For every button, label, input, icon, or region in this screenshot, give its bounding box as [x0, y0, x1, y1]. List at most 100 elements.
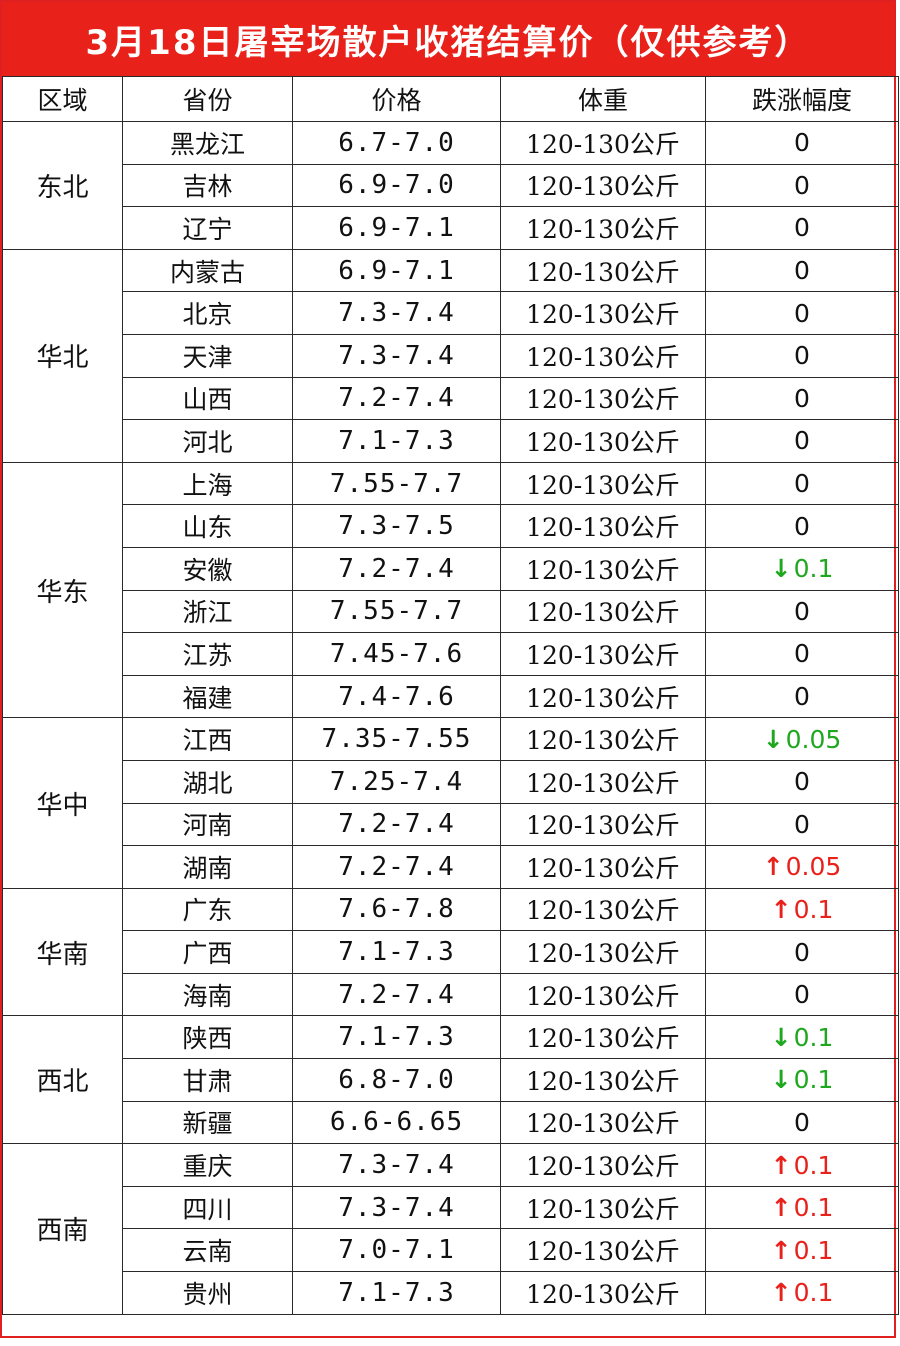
change-value: 0.1: [793, 1278, 834, 1308]
province-cell: 辽宁: [122, 206, 293, 250]
table-row: 西南 重庆 7.3-7.4 120-130公斤 ↑0.1: [2, 1143, 899, 1315]
table-body: 东北 黑龙江 6.7-7.0 120-130公斤 0 吉林 6.9-7.0 120-130公斤…: [2, 121, 899, 1315]
weight-cell: 120-130公斤: [500, 674, 706, 719]
change-cell: ↑0.1: [705, 1228, 899, 1273]
change-cell: ↑0.05: [705, 845, 899, 889]
price-cell: 7.3-7.4: [292, 291, 501, 335]
change-value: 0.05: [785, 852, 842, 882]
province-cell: 河北: [122, 419, 293, 463]
page-title: 3月18日屠宰场散户收猪结算价（仅供参考）: [2, 2, 894, 76]
change-cell: 0: [705, 632, 899, 676]
price-cell: 7.3-7.4: [292, 1143, 501, 1187]
weight-cell: 120-130公斤: [500, 930, 706, 974]
change-cell: 0: [705, 504, 899, 548]
change-value: 0: [794, 341, 810, 371]
weight-cell: 120-130公斤: [500, 504, 706, 548]
weight-cell: 120-130公斤: [500, 1143, 706, 1187]
change-cell: 0: [705, 248, 899, 293]
province-cell: 四川: [122, 1185, 293, 1230]
province-cell: 江苏: [122, 632, 293, 676]
table-row: 江苏 7.45-7.6 120-130公斤 0: [3, 632, 899, 676]
price-cell: 6.9-7.1: [292, 248, 501, 293]
province-cell: 广西: [122, 930, 293, 974]
change-cell: 0: [705, 972, 899, 1017]
province-cell: 黑龙江: [122, 121, 293, 165]
region-cell: 西南: [2, 1143, 123, 1315]
weight-cell: 120-130公斤: [500, 546, 706, 591]
change-cell: 0: [705, 930, 899, 974]
change-value: 0: [794, 469, 810, 499]
price-cell: 7.25-7.4: [292, 759, 501, 804]
table-row: 海南 7.2-7.4 120-130公斤 0: [3, 972, 899, 1017]
price-cell: 7.3-7.4: [292, 333, 501, 378]
weight-cell: 120-130公斤: [500, 972, 706, 1017]
weight-cell: 120-130公斤: [500, 759, 706, 804]
province-cell: 河南: [122, 802, 293, 847]
weight-cell: 120-130公斤: [500, 206, 706, 250]
province-cell: 内蒙古: [122, 248, 293, 293]
region-cell: 华东: [2, 461, 123, 719]
weight-cell: 120-130公斤: [500, 248, 706, 293]
table-row: 河南 7.2-7.4 120-130公斤 0: [3, 802, 899, 847]
region-cell: 华中: [2, 717, 123, 889]
table-row: 四川 7.3-7.4 120-130公斤 ↑0.1: [3, 1185, 899, 1230]
price-cell: 6.7-7.0: [292, 121, 501, 165]
change-cell: 0: [705, 419, 899, 463]
price-cell: 6.9-7.1: [292, 206, 501, 250]
table-row: 贵州 7.1-7.3 120-130公斤 ↑0.1: [3, 1271, 899, 1315]
change-cell: 0: [705, 1100, 899, 1145]
price-table: 区域 省份 价格 体重 跌涨幅度 东北 黑龙江 6.7-7.0 120-130公斤 0 吉…: [2, 76, 899, 1315]
change-cell: 0: [705, 674, 899, 719]
weight-cell: 120-130公斤: [500, 121, 706, 165]
change-value: 0: [794, 170, 810, 200]
table-row: 华中 江西 7.35-7.55 120-130公斤 ↓0.05: [2, 717, 899, 889]
weight-cell: 120-130公斤: [500, 802, 706, 847]
weight-cell: 120-130公斤: [500, 291, 706, 335]
change-cell: ↑0.1: [705, 1271, 899, 1315]
arrow-up-icon: ↑: [770, 1193, 792, 1223]
table-row: 云南 7.0-7.1 120-130公斤 ↑0.1: [3, 1228, 899, 1273]
change-value: 0.1: [793, 554, 834, 584]
change-value: 0.05: [785, 724, 842, 754]
price-cell: 6.6-6.65: [292, 1100, 501, 1145]
change-cell: 0: [705, 589, 899, 634]
change-value: 0: [794, 682, 810, 712]
province-cell: 湖南: [122, 845, 293, 889]
change-value: 0: [794, 767, 810, 797]
province-cell: 山东: [122, 504, 293, 548]
change-cell: 0: [705, 333, 899, 378]
change-value: 0.1: [793, 1022, 834, 1052]
price-cell: 7.3-7.5: [292, 504, 501, 548]
table-row: 广西 7.1-7.3 120-130公斤 0: [3, 930, 899, 974]
weight-cell: 120-130公斤: [500, 333, 706, 378]
table-row: 西北 陕西 7.1-7.3 120-130公斤 ↓0.1: [2, 1015, 899, 1145]
region-cell: 西北: [2, 1015, 123, 1145]
arrow-up-icon: ↑: [762, 852, 784, 882]
table-row: 山东 7.3-7.5 120-130公斤 0: [3, 504, 899, 548]
change-value: 0.1: [793, 1150, 834, 1180]
weight-cell: 120-130公斤: [500, 461, 706, 506]
price-cell: 7.2-7.4: [292, 845, 501, 889]
weight-cell: 120-130公斤: [500, 419, 706, 463]
province-cell: 重庆: [122, 1143, 293, 1187]
change-value: 0: [794, 511, 810, 541]
province-cell: 江西: [122, 717, 293, 761]
header-row: 区域 省份 价格 体重 跌涨幅度: [2, 76, 899, 122]
change-value: 0: [794, 128, 810, 158]
change-value: 0: [794, 298, 810, 328]
province-cell: 上海: [122, 461, 293, 506]
table-row: 福建 7.4-7.6 120-130公斤 0: [3, 674, 899, 719]
province-cell: 吉林: [122, 163, 293, 208]
change-cell: 0: [705, 376, 899, 421]
arrow-up-icon: ↑: [770, 1235, 792, 1265]
change-cell: 0: [705, 461, 899, 506]
price-cell: 7.55-7.7: [292, 589, 501, 634]
province-cell: 陕西: [122, 1015, 293, 1060]
table-row: 华北 内蒙古 6.9-7.1 120-130公斤 0: [2, 248, 899, 463]
change-value: 0: [794, 256, 810, 286]
change-value: 0: [794, 213, 810, 243]
province-cell: 甘肃: [122, 1058, 293, 1102]
change-cell: ↑0.1: [705, 1143, 899, 1187]
price-cell: 7.1-7.3: [292, 1271, 501, 1315]
change-value: 0: [794, 383, 810, 413]
